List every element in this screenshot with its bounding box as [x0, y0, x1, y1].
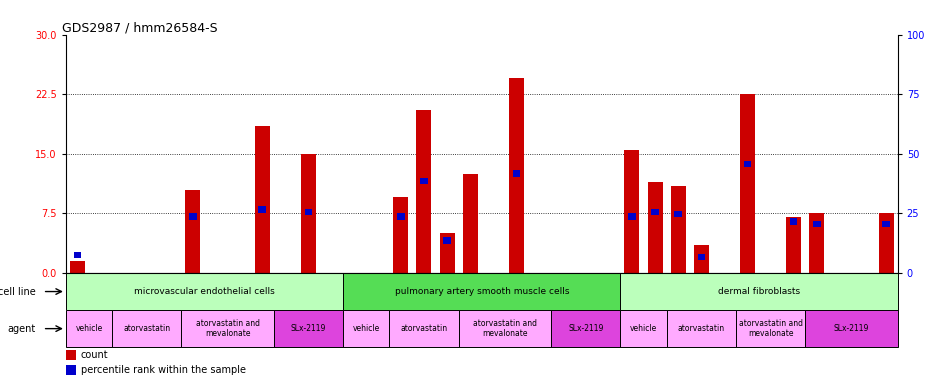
Bar: [343, 273, 620, 310]
Bar: [189, 214, 196, 220]
Bar: [809, 214, 824, 273]
Bar: [697, 254, 705, 260]
Bar: [393, 197, 408, 273]
Bar: [740, 94, 755, 273]
Text: SLx-2119: SLx-2119: [834, 324, 870, 333]
Bar: [651, 209, 659, 215]
Bar: [66, 350, 76, 360]
Bar: [883, 220, 890, 227]
Bar: [806, 310, 898, 347]
Bar: [66, 365, 76, 375]
Bar: [255, 126, 270, 273]
Bar: [444, 237, 451, 243]
Text: SLx-2119: SLx-2119: [290, 324, 326, 333]
Bar: [185, 190, 200, 273]
Text: atorvastatin: atorvastatin: [123, 324, 170, 333]
Bar: [620, 310, 666, 347]
Bar: [66, 273, 343, 310]
Bar: [736, 310, 806, 347]
Text: percentile rank within the sample: percentile rank within the sample: [81, 365, 245, 375]
Text: GDS2987 / hmm26584-S: GDS2987 / hmm26584-S: [62, 22, 217, 35]
Bar: [416, 110, 431, 273]
Text: dermal fibroblasts: dermal fibroblasts: [718, 287, 800, 296]
Text: vehicle: vehicle: [352, 324, 380, 333]
Bar: [744, 161, 751, 167]
Text: atorvastatin: atorvastatin: [678, 324, 725, 333]
Text: atorvastatin and
mevalonate: atorvastatin and mevalonate: [196, 319, 259, 338]
Bar: [440, 233, 455, 273]
Bar: [274, 310, 343, 347]
Text: vehicle: vehicle: [75, 324, 102, 333]
Bar: [258, 206, 266, 213]
Bar: [512, 170, 520, 177]
Text: pulmonary artery smooth muscle cells: pulmonary artery smooth muscle cells: [395, 287, 569, 296]
Text: count: count: [81, 350, 108, 360]
Text: microvascular endothelial cells: microvascular endothelial cells: [134, 287, 274, 296]
Bar: [786, 217, 801, 273]
Bar: [790, 218, 797, 225]
Text: vehicle: vehicle: [630, 324, 657, 333]
Bar: [112, 310, 181, 347]
Text: SLx-2119: SLx-2119: [568, 324, 603, 333]
Bar: [551, 310, 620, 347]
Bar: [66, 310, 112, 347]
Bar: [694, 245, 709, 273]
Bar: [389, 310, 459, 347]
Bar: [73, 252, 81, 258]
Bar: [670, 185, 685, 273]
Text: cell line: cell line: [0, 286, 36, 296]
Bar: [462, 174, 478, 273]
Text: agent: agent: [8, 324, 36, 334]
Text: atorvastatin and
mevalonate: atorvastatin and mevalonate: [739, 319, 803, 338]
Bar: [397, 214, 404, 220]
Text: atorvastatin and
mevalonate: atorvastatin and mevalonate: [473, 319, 537, 338]
Bar: [879, 214, 894, 273]
Bar: [509, 78, 524, 273]
Bar: [648, 182, 663, 273]
Bar: [813, 220, 821, 227]
Bar: [70, 261, 85, 273]
Bar: [620, 273, 898, 310]
Bar: [628, 214, 635, 220]
Bar: [181, 310, 274, 347]
Bar: [624, 150, 639, 273]
Bar: [305, 209, 312, 215]
Bar: [674, 211, 682, 217]
Bar: [459, 310, 551, 347]
Bar: [301, 154, 316, 273]
Text: atorvastatin: atorvastatin: [400, 324, 447, 333]
Bar: [666, 310, 736, 347]
Bar: [343, 310, 389, 347]
Bar: [420, 178, 428, 184]
